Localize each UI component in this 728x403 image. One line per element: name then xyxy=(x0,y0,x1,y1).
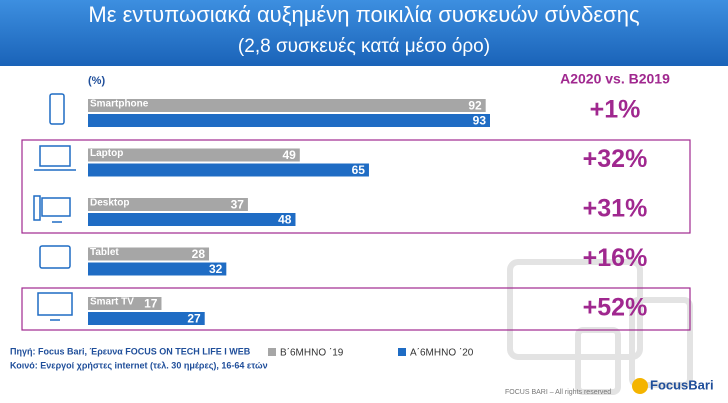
bar xyxy=(88,163,369,177)
footer: FOCUS BARI – All rights reserved xyxy=(505,389,611,396)
device-icons xyxy=(33,93,76,321)
legend-swatch xyxy=(268,348,276,356)
change-label: +16% xyxy=(583,244,648,272)
bar xyxy=(88,148,300,162)
value-label: 49 xyxy=(282,148,296,162)
value-label: 92 xyxy=(468,99,482,113)
bar xyxy=(88,262,227,276)
bar xyxy=(88,247,210,261)
bar xyxy=(88,198,248,211)
value-label: 37 xyxy=(231,198,245,212)
chart-title: Με εντυπωσιακά αυξημένη ποικιλία συσκευώ… xyxy=(88,2,639,27)
unit-label: (%) xyxy=(88,75,105,87)
highlight-box xyxy=(21,287,691,331)
value-label: 28 xyxy=(192,247,206,261)
chart-subtitle: (2,8 συσκευές κατά μέσο όρο) xyxy=(238,36,490,57)
population-note: Κοινό: Ενεργοί χρήστες internet (τελ. 30… xyxy=(10,360,268,370)
change-label: +1% xyxy=(590,96,641,124)
legend-label: A΄6ΜΗΝΟ ΄20 xyxy=(410,347,474,359)
value-label: 65 xyxy=(352,163,366,177)
change-header: A2020 vs. B2019 xyxy=(560,71,670,87)
bar xyxy=(88,213,296,226)
category-label: Smart TV xyxy=(90,297,134,308)
category-label: Tablet xyxy=(90,247,119,258)
category-label: Laptop xyxy=(90,148,123,159)
category-label: Desktop xyxy=(90,198,129,209)
legend-swatch xyxy=(398,348,406,356)
logo: FocusBari xyxy=(650,377,714,392)
change-label: +31% xyxy=(583,195,648,223)
legend-label: B΄6ΜΗΝΟ ΄19 xyxy=(280,347,344,359)
highlight-box xyxy=(21,139,691,234)
value-label: 48 xyxy=(278,213,292,227)
bar xyxy=(88,99,486,112)
bar xyxy=(88,114,490,127)
value-label: 27 xyxy=(187,312,201,326)
background-devices xyxy=(507,259,693,395)
category-label: Smartphone xyxy=(90,99,149,110)
logo-mark xyxy=(632,378,648,394)
change-label: +32% xyxy=(583,145,648,173)
value-label: 93 xyxy=(473,114,487,128)
value-label: 17 xyxy=(144,297,158,311)
bar xyxy=(88,297,162,310)
value-label: 32 xyxy=(209,262,223,276)
change-label: +52% xyxy=(583,294,648,322)
source-note: Πηγή: Focus Bari, Έρευνα FOCUS ON TECH L… xyxy=(10,346,251,356)
header-band xyxy=(0,0,728,66)
bar xyxy=(88,312,205,325)
